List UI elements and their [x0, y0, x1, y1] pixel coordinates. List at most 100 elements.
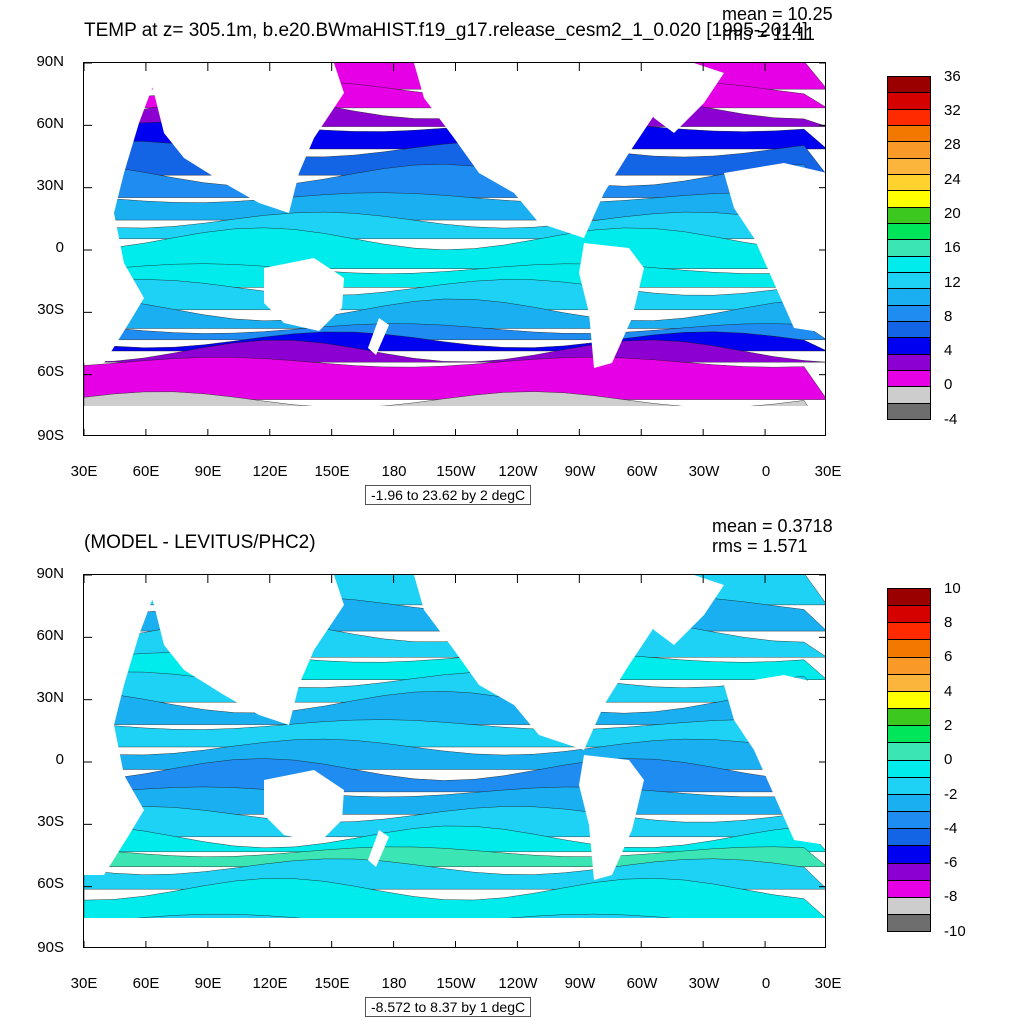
colorbar-swatch	[888, 812, 930, 830]
colorbar-swatch	[888, 142, 930, 159]
colorbar-label: 10	[944, 580, 961, 597]
lon-label-60w: 60W	[626, 463, 658, 480]
mean-label: mean = 10.25	[722, 4, 833, 24]
ocean-band	[84, 877, 825, 920]
land-mask	[84, 575, 154, 875]
lat-label-30n: 30N	[36, 177, 64, 194]
land-masks	[84, 575, 825, 947]
land-mask	[414, 63, 674, 238]
land-mask	[84, 406, 825, 435]
lat-label-60s: 60S	[37, 363, 64, 380]
lat-label-60n: 60N	[36, 115, 64, 132]
anomaly-panel: mean = 0.3718 rms = 1.571 (MODEL - LEVIT…	[0, 512, 1024, 1024]
lat-label-90s: 90S	[37, 939, 64, 956]
colorbar-label: 32	[944, 102, 961, 119]
colorbar-swatch	[888, 125, 930, 143]
land-mask	[414, 575, 674, 750]
colorbar-label: 0	[944, 376, 953, 393]
colorbar-swatch	[888, 256, 930, 273]
lon-label-90w: 90W	[564, 463, 596, 480]
map-canvas	[84, 63, 825, 435]
colorbar-label: 6	[944, 648, 953, 665]
lon-label-120e: 120E	[252, 975, 288, 992]
mean-label: mean = 0.3718	[712, 516, 833, 536]
ocean-band	[84, 846, 825, 867]
colorbar-swatch	[888, 272, 930, 290]
lat-label-30s: 30S	[37, 301, 64, 318]
colorbar-swatch	[888, 726, 930, 744]
lon-label-120w: 120W	[498, 463, 538, 480]
ticks	[84, 575, 825, 947]
ocean-band	[84, 806, 825, 837]
map-plot	[83, 574, 826, 948]
lon-label-90e: 90E	[194, 975, 222, 992]
colorbar-swatch	[888, 897, 930, 915]
map-canvas	[84, 575, 825, 947]
colorbar-swatch	[888, 321, 930, 339]
colorbar-swatch	[888, 207, 930, 224]
colorbar-swatch	[888, 109, 930, 126]
map-plot	[83, 62, 826, 436]
lat-label-90n: 90N	[36, 53, 64, 70]
lon-label-30e-end: 30E	[814, 975, 842, 992]
ocean-band	[84, 298, 825, 329]
colorbar-label: 8	[944, 308, 953, 325]
land-mask	[624, 63, 724, 133]
land-mask	[84, 63, 154, 363]
colorbar-label: 2	[944, 717, 953, 734]
lat-label-60s: 60S	[37, 875, 64, 892]
rms-label: rms = 1.571	[712, 536, 808, 556]
colorbar-swatch	[888, 387, 930, 404]
colorbar	[887, 76, 931, 420]
colorbar-swatch	[888, 777, 930, 795]
lon-label-30w: 30W	[688, 975, 720, 992]
colorbar-swatch	[888, 354, 930, 371]
lon-label-90e: 90E	[194, 463, 222, 480]
temp-panel: mean = 10.25 rms = 11.11 TEMP at z= 305.…	[36, 4, 961, 505]
colorbar-swatch	[888, 240, 930, 257]
lon-label-30e: 30E	[70, 975, 98, 992]
panel-title: (MODEL - LEVITUS/PHC2)	[84, 532, 316, 553]
ocean-band	[84, 825, 825, 852]
lat-label-90s: 90S	[37, 427, 64, 444]
colorbar-swatch	[888, 191, 930, 208]
lon-label-180: 180	[381, 463, 407, 480]
colorbar-label: -6	[944, 854, 958, 871]
lon-label-180: 180	[381, 975, 407, 992]
lat-label-30n: 30N	[36, 689, 64, 706]
colorbar-swatch	[888, 794, 930, 813]
colorbar-label: 16	[944, 239, 961, 256]
colorbar-swatch	[888, 589, 930, 607]
colorbar-swatch	[888, 640, 930, 658]
colorbar-swatch	[888, 709, 930, 727]
colorbar-swatch	[888, 338, 930, 355]
land-mask	[368, 318, 389, 355]
lon-label-150e: 150E	[314, 975, 350, 992]
lon-label-150e: 150E	[314, 463, 350, 480]
colorbar-swatch	[888, 289, 930, 306]
colorbar-swatch	[888, 743, 930, 761]
lon-label-120e: 120E	[252, 463, 288, 480]
land-mask	[579, 755, 644, 880]
colorbar-swatch	[888, 760, 930, 778]
lon-label-30w: 30W	[688, 463, 720, 480]
colorbar-swatch	[888, 158, 930, 175]
land-mask	[724, 675, 825, 845]
ocean-band	[84, 356, 825, 400]
colorbar-swatch	[888, 77, 930, 94]
land-masks	[84, 63, 825, 435]
colorbar-swatch	[888, 403, 930, 419]
colorbar-label: -4	[944, 820, 958, 837]
colorbar-label: -4	[944, 411, 958, 428]
ocean-band	[84, 339, 825, 363]
lat-label-0: 0	[55, 751, 64, 768]
colorbar-swatch	[888, 370, 930, 388]
ocean-band	[84, 323, 825, 340]
land-mask	[144, 63, 344, 213]
colorbar-swatch	[888, 863, 930, 881]
colorbar-swatch	[888, 691, 930, 710]
colorbar-swatch	[888, 606, 930, 624]
colorbar-swatch	[888, 93, 930, 110]
colorbar-swatch	[888, 829, 930, 847]
colorbar-swatch	[888, 174, 930, 192]
